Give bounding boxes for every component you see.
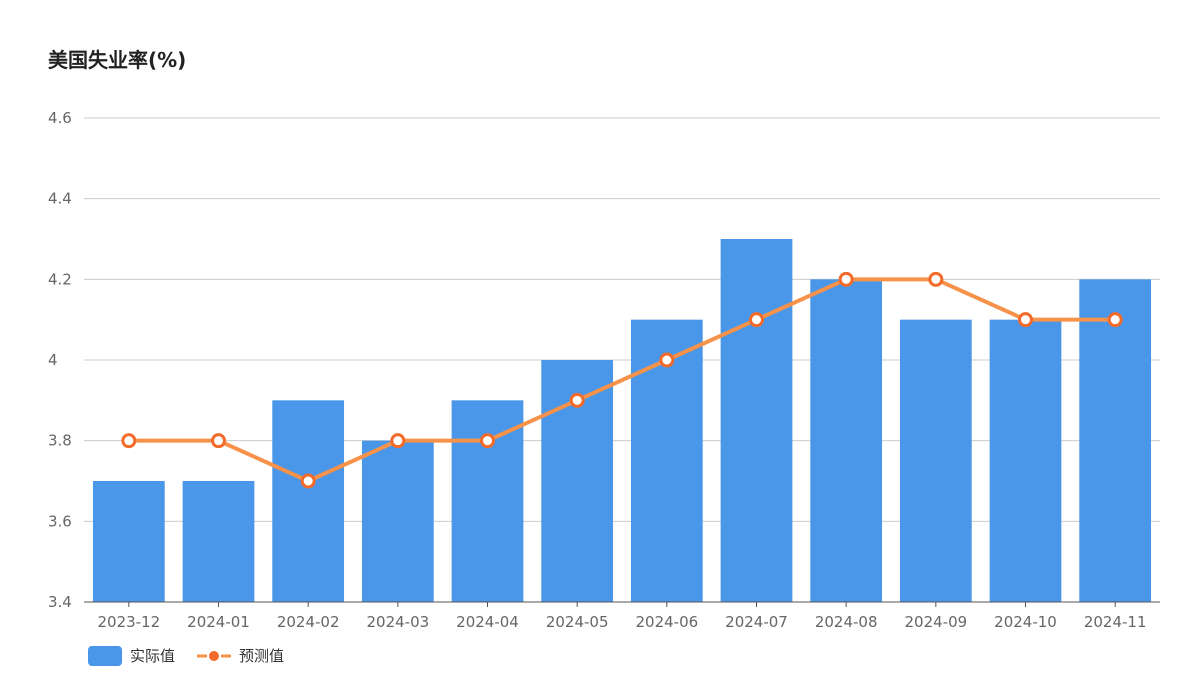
forecast-point-2024-04[interactable] [480,433,495,449]
bar-layer [92,239,1152,602]
x-tick-label: 2024-07 [725,613,788,631]
legend: 实际值 预测值 [88,645,284,666]
grid-layer [84,117,1160,522]
legend-line-swatch [197,648,232,663]
y-tick-label: 4.4 [48,190,72,208]
x-tick-label: 2024-04 [456,613,519,631]
legend-item-actual[interactable]: 实际值 [88,645,175,666]
bar-2024-09[interactable] [899,319,972,602]
bar-2024-01[interactable] [182,481,255,602]
x-tick-label: 2024-06 [635,613,698,631]
forecast-point-2024-05[interactable] [569,392,585,408]
forecast-point-2023-12[interactable] [121,433,137,449]
forecast-point-2024-01[interactable] [211,433,226,449]
y-tick-label: 4 [48,351,58,369]
y-tick-label: 4.2 [48,270,72,288]
legend-item-forecast[interactable]: 预测值 [197,645,284,666]
forecast-point-2024-03[interactable] [390,433,406,449]
x-tick-label: 2024-03 [366,613,429,631]
legend-forecast-label: 预测值 [239,647,285,665]
forecast-point-2024-08[interactable] [838,271,854,287]
forecast-point-2024-10[interactable] [1018,312,1033,328]
x-tick-label: 2024-09 [904,613,967,631]
x-tick-label: 2024-01 [187,613,250,631]
x-tick-label: 2024-10 [994,613,1057,631]
forecast-point-2024-06[interactable] [659,352,675,368]
bar-2024-07[interactable] [720,239,793,602]
bar-2024-02[interactable] [272,400,345,602]
x-tick-label: 2024-02 [277,613,340,631]
bar-2024-03[interactable] [361,440,434,602]
bar-2024-08[interactable] [810,279,883,602]
bar-2024-10[interactable] [989,319,1062,602]
forecast-point-2024-07[interactable] [749,312,764,328]
forecast-point-2024-11[interactable] [1107,312,1123,328]
y-tick-label: 4.6 [48,109,72,127]
x-tick-label: 2024-11 [1084,613,1147,631]
forecast-point-2024-02[interactable] [300,473,316,489]
bar-2024-11[interactable] [1079,279,1152,602]
chart-title: 美国失业率(%) [48,48,187,72]
x-tick-label: 2024-08 [815,613,878,631]
line-layer [121,271,1123,489]
y-tick-label: 3.4 [48,593,72,611]
axis-layer [84,601,1160,607]
y-tick-label: 3.6 [48,512,72,530]
legend-actual-label: 实际值 [130,647,176,665]
bar-2023-12[interactable] [92,481,165,602]
forecast-line [128,277,1116,483]
x-tick-label: 2023-12 [97,613,160,631]
forecast-point-2024-09[interactable] [928,271,944,287]
legend-bar-swatch [88,645,122,666]
label-layer: 3.4 3.6 3.8 4 4.2 4.4 4.6 2023-12 2024-01 2024-02… [48,109,1147,631]
x-tick-label: 2024-05 [546,613,609,631]
y-tick-label: 3.8 [48,432,72,450]
